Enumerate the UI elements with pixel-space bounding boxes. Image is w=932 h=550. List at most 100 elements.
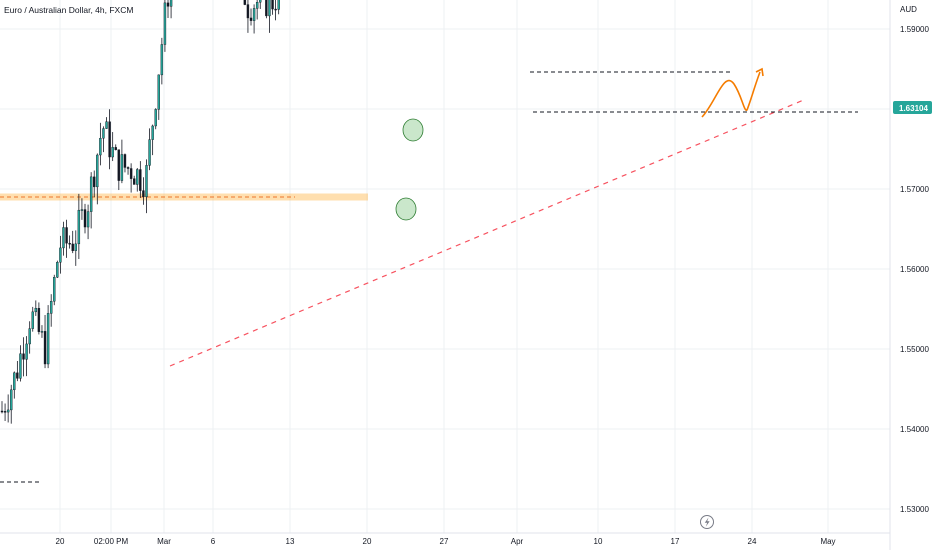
candle-bull	[120, 154, 124, 181]
candle-bear	[246, 4, 250, 19]
currency-label: AUD	[900, 5, 917, 14]
candle-bull	[154, 109, 157, 127]
time-tick-label: Apr	[511, 537, 524, 546]
current-price-tag: 1.63104	[893, 101, 932, 114]
candle-bull	[151, 125, 154, 140]
candle-bear	[71, 243, 74, 251]
candle-bear	[68, 242, 71, 245]
candle-bear	[114, 147, 117, 150]
candle-bull	[19, 353, 22, 379]
candle-bull	[105, 121, 108, 129]
candle-bull	[86, 211, 90, 228]
highlight-circle-high	[402, 118, 424, 142]
candle-bull	[46, 313, 50, 365]
candle-bull	[268, 0, 271, 17]
time-tick-label: 27	[440, 537, 449, 546]
time-tick-label: 02:00 PM	[94, 537, 129, 546]
candle-bull	[255, 2, 259, 9]
candle-bear	[108, 121, 111, 158]
lightning-icon[interactable]	[700, 515, 714, 529]
candle-bear	[129, 168, 133, 179]
candle-bear	[93, 176, 96, 188]
time-tick-label: May	[820, 537, 835, 546]
candle-bull	[31, 311, 34, 329]
time-tick-label: 24	[748, 537, 757, 546]
grid-layer	[0, 0, 890, 533]
current-price-value: 1.63104	[899, 104, 928, 113]
candle-bear	[249, 17, 253, 21]
candle-bull	[10, 389, 13, 411]
candle-bull	[259, 0, 262, 3]
time-tick-label: 17	[671, 537, 680, 546]
candle-bull	[34, 308, 38, 313]
candle-bear	[65, 227, 68, 244]
candle-bull	[25, 343, 28, 360]
candle-bull	[62, 227, 65, 249]
time-tick-label: 20	[56, 537, 65, 546]
candle-bull	[28, 328, 31, 345]
candle-bear	[22, 353, 25, 360]
candle-bull	[157, 74, 160, 110]
candle-bull	[13, 372, 16, 391]
price-tick-label: 1.53000	[900, 505, 929, 514]
candle-bear	[274, 8, 277, 11]
candle-bear	[265, 0, 268, 17]
candle-bull	[102, 128, 105, 139]
overlay-layer	[0, 67, 858, 483]
candle-bull	[40, 331, 44, 333]
candle-bull	[163, 2, 167, 45]
candle-bull	[145, 165, 148, 198]
candle-bull	[148, 139, 151, 166]
candle-bear	[142, 190, 145, 198]
price-tick-label: 1.59000	[900, 25, 929, 34]
candle-bull	[6, 409, 10, 413]
candle-bear	[123, 154, 127, 168]
price-tick-label: 1.55000	[900, 345, 929, 354]
candle-bull	[59, 247, 62, 263]
price-tick-label: 1.56000	[900, 265, 929, 274]
candle-bull	[169, 0, 173, 7]
candle-bear	[271, 0, 274, 10]
candle-bear	[132, 178, 136, 185]
candle-bull	[99, 137, 102, 156]
candle-bull	[80, 209, 84, 211]
candle-bear	[16, 372, 19, 379]
time-tick-label: 6	[211, 537, 216, 546]
candle-bull	[277, 0, 280, 10]
candle-bull	[56, 262, 59, 278]
candle-bull	[96, 154, 99, 188]
candle-bull	[49, 301, 53, 314]
price-tick-label: 1.57000	[900, 185, 929, 194]
candle-bear	[43, 331, 47, 365]
time-tick-label: 20	[363, 537, 372, 546]
current-price-tag-bg	[893, 101, 932, 114]
candle-bear	[83, 209, 87, 228]
candle-bull	[77, 209, 81, 245]
highlight-circle-low	[395, 197, 417, 221]
time-tick-label: Mar	[157, 537, 171, 546]
candle-bear	[139, 169, 142, 191]
time-axis[interactable]: 20 02:00 PM Mar 6 13 20 27 Apr 10 17 24 May	[0, 532, 890, 546]
ascending-trendline	[169, 98, 807, 367]
candle-bear	[243, 0, 247, 5]
candle-bear	[166, 2, 170, 7]
candle-bull	[89, 176, 93, 212]
candle-bull	[111, 147, 114, 158]
chart-title: Euro / Australian Dollar, 4h, FXCM	[4, 5, 133, 15]
candle-bear	[37, 308, 41, 332]
candle-bull	[74, 243, 77, 251]
candle-bull	[160, 44, 164, 76]
candle-bear	[126, 167, 130, 169]
candle-bear	[3, 411, 7, 413]
candle-bear	[117, 149, 121, 181]
time-tick-label: 10	[594, 537, 603, 546]
candle-bull	[252, 8, 256, 21]
candle-layer	[0, 0, 280, 424]
candle-bear	[0, 410, 4, 413]
price-tick-label: 1.54000	[900, 425, 929, 434]
time-tick-label: 13	[286, 537, 295, 546]
projection-path	[701, 71, 761, 118]
